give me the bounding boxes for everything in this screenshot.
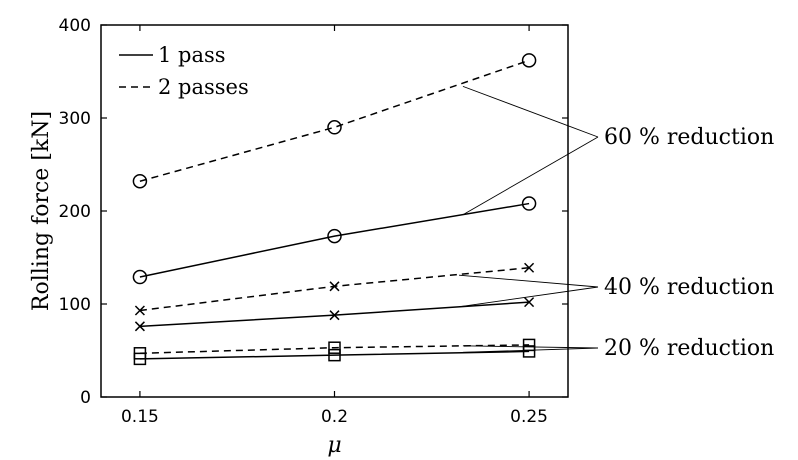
- series-group: [133, 345, 536, 366]
- x-marker: [134, 305, 145, 316]
- series-group: [134, 297, 535, 332]
- x-marker-stroke: [134, 305, 145, 316]
- y-tick-label: 400: [59, 16, 91, 36]
- legend-label: 1 pass: [158, 43, 226, 67]
- x-tick-label: 0.25: [510, 407, 548, 427]
- series-line: [139, 266, 530, 312]
- x-marker: [134, 321, 145, 332]
- x-marker-stroke: [524, 262, 535, 273]
- series-line: [139, 59, 530, 182]
- circle-marker: [327, 228, 342, 244]
- annotation-label: 60 % reduction: [604, 125, 774, 150]
- square-marker: [133, 347, 147, 360]
- annotation-label: 20 % reduction: [604, 336, 774, 361]
- square-marker: [328, 348, 341, 362]
- y-tick-label: 300: [59, 109, 91, 129]
- series-line: [139, 202, 530, 278]
- circle-marker: [327, 120, 342, 135]
- x-marker-stroke: [329, 310, 340, 321]
- y-axis-title: Rolling force [kN]: [29, 111, 54, 311]
- x-tick-label: 0.15: [121, 407, 159, 427]
- plot-marks: [132, 53, 537, 366]
- square-marker: [328, 341, 341, 354]
- x-marker-stroke: [134, 321, 145, 332]
- y-tick-label: 200: [59, 202, 91, 222]
- legend: 1 pass 2 passes: [119, 43, 249, 99]
- series-group: [132, 53, 537, 189]
- y-tick-label: 0: [80, 388, 91, 408]
- square-marker: [522, 345, 536, 358]
- circle-marker: [521, 196, 537, 211]
- y-tick-label: 100: [59, 295, 91, 315]
- annotation-leader-line: [462, 347, 599, 353]
- x-marker: [524, 297, 535, 308]
- x-marker: [524, 262, 535, 273]
- x-marker: [329, 281, 340, 292]
- x-marker: [329, 310, 340, 321]
- circle-marker: [132, 269, 148, 285]
- x-axis-title: μ: [327, 433, 341, 458]
- x-marker-stroke: [524, 297, 535, 308]
- annotations: 60 % reduction 40 % reduction 20 % reducti…: [458, 85, 774, 361]
- annotation-leader-line: [458, 274, 599, 288]
- series-group: [134, 262, 535, 316]
- annotation-leader-line: [462, 136, 599, 216]
- annotation-leader-line: [458, 286, 599, 308]
- annotation-leader-line: [462, 345, 599, 349]
- x-marker-stroke: [329, 281, 340, 292]
- series-group: [132, 196, 537, 285]
- circle-marker: [132, 173, 148, 189]
- x-tick-label: 0.2: [321, 407, 348, 427]
- annotation-label: 40 % reduction: [604, 275, 774, 300]
- circle-marker: [521, 53, 537, 68]
- legend-label: 2 passes: [158, 75, 249, 99]
- annotation-leader-line: [462, 85, 599, 138]
- axis-ticks: 0 100 200 300 400 0.15 0.2 0.25: [59, 16, 568, 427]
